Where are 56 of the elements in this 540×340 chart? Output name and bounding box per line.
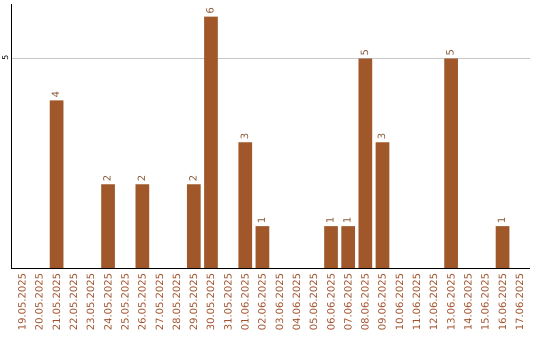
x-tick-label: 06.06.2025: [326, 273, 338, 330]
x-tick-label: 01.06.2025: [240, 273, 252, 330]
x-tick-label: 15.06.2025: [480, 273, 492, 330]
x-tick-label: 31.05.2025: [223, 273, 234, 330]
x-tick-label: 24.05.2025: [103, 273, 114, 330]
data-label: 1: [497, 216, 508, 224]
data-label: 5: [360, 49, 371, 56]
x-tick-label: 02.06.2025: [258, 273, 269, 330]
x-tick-label: 07.06.2025: [343, 273, 354, 330]
data-label: 3: [376, 132, 388, 140]
bar: [238, 142, 252, 268]
x-tick-label: 03.06.2025: [274, 273, 286, 330]
data-label: 2: [136, 174, 148, 182]
data-label: 1: [256, 216, 268, 224]
bar: [376, 142, 390, 268]
x-tick-label: 25.05.2025: [120, 273, 132, 330]
x-tick-label: 05.06.2025: [309, 273, 320, 330]
x-tick-label: 22.05.2025: [69, 273, 80, 330]
data-label: 1: [326, 216, 337, 224]
x-tick-label: 21.05.2025: [52, 273, 63, 330]
x-tick-label: 12.06.2025: [429, 273, 440, 330]
bar: [358, 58, 372, 268]
bar: [324, 226, 338, 268]
bar: [341, 226, 356, 268]
x-tick-label: 28.05.2025: [172, 273, 183, 330]
bar: [101, 184, 115, 268]
x-tick-label: 17.06.2025: [514, 273, 526, 330]
x-tick-label: 29.05.2025: [189, 273, 200, 330]
x-tick-label: 30.05.2025: [206, 273, 218, 330]
x-tick-label: 20.05.2025: [34, 273, 46, 330]
data-label: 6: [205, 7, 216, 14]
x-tick-label: 10.06.2025: [394, 273, 406, 330]
x-tick-label: 04.06.2025: [292, 273, 303, 330]
data-label: 3: [240, 132, 251, 140]
bar: [444, 58, 458, 268]
data-label: 5: [446, 49, 457, 56]
x-tick-label: 26.05.2025: [138, 273, 149, 330]
data-label: 2: [102, 174, 114, 182]
x-tick-label: 08.06.2025: [360, 273, 372, 330]
bar: [186, 184, 201, 268]
data-label: 2: [188, 174, 200, 182]
data-label: 4: [51, 91, 62, 98]
x-tick-label: 23.05.2025: [86, 273, 98, 330]
bar: [256, 226, 270, 268]
x-tick-label: 27.05.2025: [154, 273, 166, 330]
x-tick-label: 13.06.2025: [446, 273, 458, 330]
x-tick-label: 09.06.2025: [378, 273, 389, 330]
x-tick-label: 19.05.2025: [18, 273, 29, 330]
bar: [496, 226, 510, 268]
bar: [136, 184, 150, 268]
data-label: 1: [342, 216, 354, 224]
x-tick-label: 11.06.2025: [412, 273, 424, 330]
x-tick-label: 16.06.2025: [498, 273, 509, 330]
bar: [50, 100, 64, 268]
x-tick-label: 14.06.2025: [464, 273, 474, 330]
bar: [204, 16, 218, 268]
